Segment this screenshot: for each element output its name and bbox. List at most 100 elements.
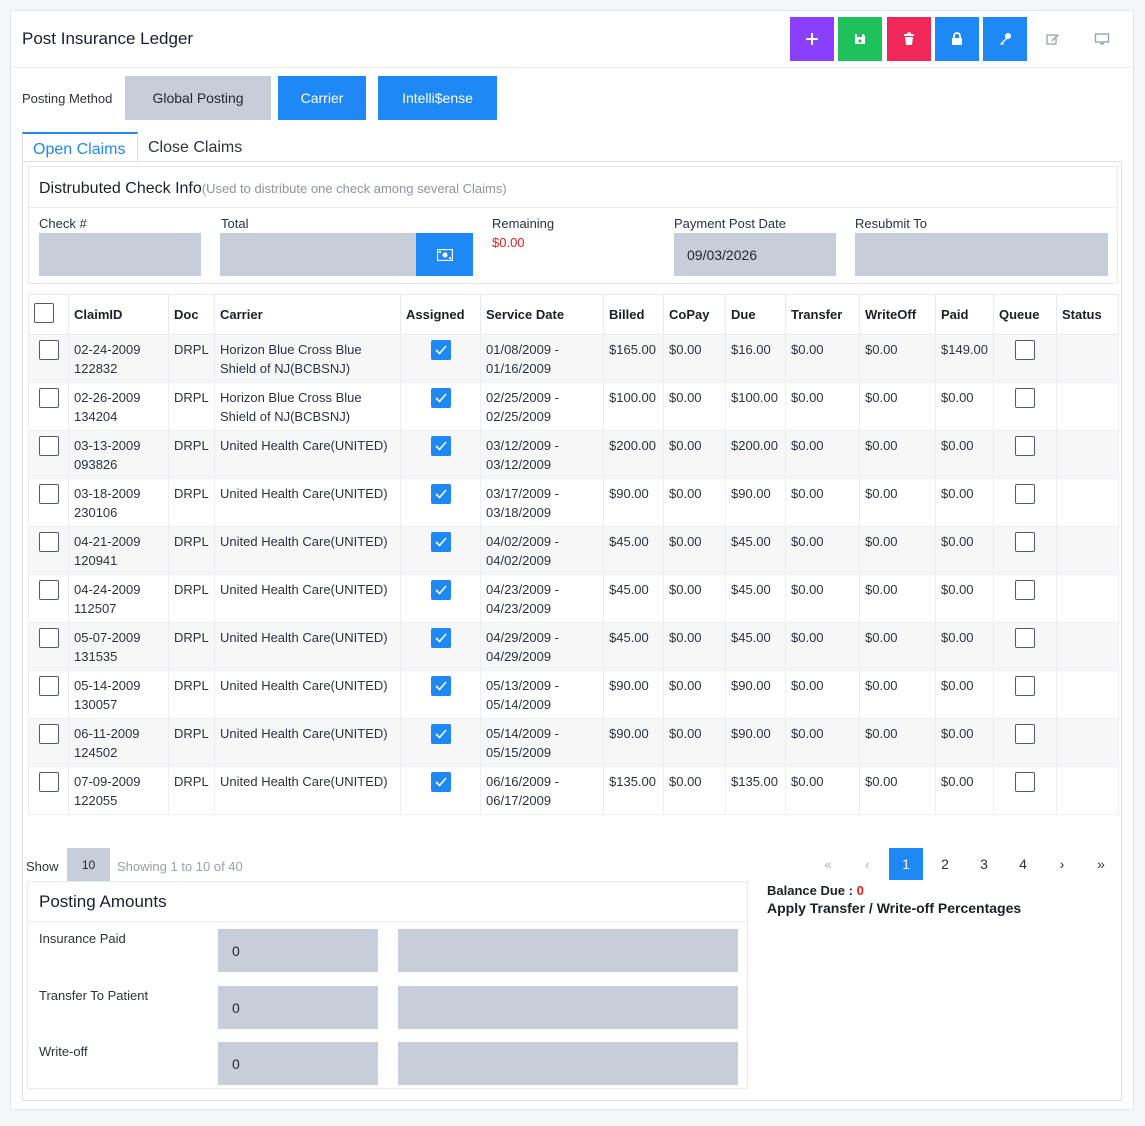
table-row[interactable]: 07-09-2009 122055 DRPL United Health Care(U… (28, 766, 1119, 815)
lock-button[interactable] (935, 17, 979, 61)
first-page-button[interactable]: « (824, 856, 832, 872)
row-select-checkbox[interactable] (38, 340, 59, 360)
assigned-checkbox[interactable] (430, 772, 451, 792)
claim-date[interactable]: 05-14-2009 (74, 678, 141, 693)
row-select-checkbox[interactable] (38, 724, 59, 744)
check-number-input[interactable] (39, 233, 201, 276)
col-claimid[interactable]: ClaimID (68, 294, 169, 335)
add-button[interactable] (790, 17, 834, 61)
insurance-paid-input[interactable]: 0 (218, 929, 378, 972)
table-row[interactable]: 05-14-2009 130057 DRPL United Health Care(U… (28, 670, 1119, 719)
table-row[interactable]: 03-13-2009 093826 DRPL United Health Care(U… (28, 430, 1119, 479)
global-posting-button[interactable]: Global Posting (125, 76, 271, 120)
col-status[interactable]: Status (1056, 294, 1119, 335)
claim-date[interactable]: 03-13-2009 (74, 438, 141, 453)
save-button[interactable] (838, 17, 882, 61)
table-row[interactable]: 04-21-2009 120941 DRPL United Health Care(U… (28, 526, 1119, 575)
queue-checkbox[interactable] (1015, 340, 1035, 360)
row-select-checkbox[interactable] (38, 772, 59, 792)
page-4-button[interactable]: 4 (1019, 856, 1027, 872)
assigned-checkbox[interactable] (430, 724, 451, 744)
queue-checkbox[interactable] (1015, 580, 1035, 600)
row-select-checkbox[interactable] (38, 676, 59, 696)
row-select-checkbox[interactable] (38, 532, 59, 552)
billed-cell: $100.00 (603, 382, 664, 431)
page-3-button[interactable]: 3 (980, 856, 988, 872)
monitor-button[interactable] (1080, 17, 1124, 61)
assigned-checkbox[interactable] (430, 484, 451, 504)
page-1-button[interactable]: 1 (889, 848, 923, 880)
col-assigned[interactable]: Assigned (400, 294, 481, 335)
table-row[interactable]: 06-11-2009 124502 DRPL United Health Care(U… (28, 718, 1119, 767)
table-row[interactable]: 02-26-2009 134204 DRPL Horizon Blue Cross B… (28, 382, 1119, 431)
claim-date[interactable]: 04-21-2009 (74, 534, 141, 549)
claim-date[interactable]: 02-26-2009 (74, 390, 141, 405)
queue-checkbox[interactable] (1015, 772, 1035, 792)
claim-date[interactable]: 04-24-2009 (74, 582, 141, 597)
write-off-note-input[interactable] (398, 1042, 738, 1085)
claim-date[interactable]: 06-11-2009 (74, 726, 140, 741)
queue-checkbox[interactable] (1015, 628, 1035, 648)
col-queue[interactable]: Queue (993, 294, 1057, 335)
col-doc[interactable]: Doc (168, 294, 215, 335)
claim-date[interactable]: 07-09-2009 (74, 774, 141, 789)
assigned-checkbox[interactable] (430, 532, 451, 552)
next-page-button[interactable]: › (1059, 856, 1065, 872)
assigned-checkbox[interactable] (430, 388, 451, 408)
resubmit-to-input[interactable] (855, 233, 1108, 276)
col-carrier[interactable]: Carrier (214, 294, 401, 335)
col-copay[interactable]: CoPay (663, 294, 726, 335)
table-row[interactable]: 05-07-2009 131535 DRPL United Health Care(U… (28, 622, 1119, 671)
col-paid[interactable]: Paid (935, 294, 994, 335)
col-transfer[interactable]: Transfer (785, 294, 860, 335)
queue-checkbox[interactable] (1015, 532, 1035, 552)
row-select-checkbox[interactable] (38, 580, 59, 600)
assigned-checkbox[interactable] (430, 676, 451, 696)
page-2-button[interactable]: 2 (941, 856, 949, 872)
assigned-checkbox[interactable] (430, 340, 451, 360)
queue-checkbox[interactable] (1015, 724, 1035, 744)
claim-date[interactable]: 05-07-2009 (74, 630, 141, 645)
assigned-checkbox[interactable] (430, 436, 451, 456)
payment-post-date-input[interactable]: 09/03/2026 (674, 233, 836, 276)
last-page-button[interactable]: » (1097, 856, 1105, 872)
edit-button[interactable] (1031, 17, 1075, 61)
assigned-checkbox[interactable] (430, 628, 451, 648)
table-row[interactable]: 03-18-2009 230106 DRPL United Health Care(U… (28, 478, 1119, 527)
distribute-money-button[interactable] (416, 233, 473, 276)
prev-page-button[interactable]: ‹ (864, 856, 870, 872)
table-row[interactable]: 04-24-2009 112507 DRPL United Health Care(U… (28, 574, 1119, 623)
transfer-to-patient-input[interactable]: 0 (218, 986, 378, 1029)
claim-date[interactable]: 03-18-2009 (74, 486, 141, 501)
queue-checkbox[interactable] (1015, 388, 1035, 408)
queue-checkbox[interactable] (1015, 484, 1035, 504)
tab-open-claims[interactable]: Open Claims (22, 132, 138, 162)
row-select-checkbox[interactable] (38, 436, 59, 456)
insurance-paid-note-input[interactable] (398, 929, 738, 972)
paid-cell: $0.00 (935, 430, 994, 479)
carrier-button[interactable]: Carrier (278, 76, 366, 120)
row-select-checkbox[interactable] (38, 628, 59, 648)
intellisense-button[interactable]: Intelli$ense (378, 76, 497, 120)
delete-button[interactable] (887, 17, 931, 61)
table-row[interactable]: 02-24-2009 122832 DRPL Horizon Blue Cross B… (28, 334, 1119, 383)
assigned-checkbox[interactable] (430, 580, 451, 600)
select-all-checkbox[interactable] (34, 303, 54, 323)
write-off-input[interactable]: 0 (218, 1042, 378, 1085)
page-size-select[interactable]: 10 (67, 848, 110, 882)
apply-percentages-link[interactable]: Apply Transfer / Write-off Percentages (767, 900, 1022, 916)
row-select-checkbox[interactable] (38, 484, 59, 504)
key-button[interactable] (983, 17, 1027, 61)
col-billed[interactable]: Billed (603, 294, 664, 335)
queue-checkbox[interactable] (1015, 676, 1035, 696)
claim-date[interactable]: 02-24-2009 (74, 342, 141, 357)
tab-close-claims[interactable]: Close Claims (148, 139, 243, 156)
col-due[interactable]: Due (725, 294, 786, 335)
col-writeoff[interactable]: WriteOff (859, 294, 936, 335)
row-select-checkbox[interactable] (38, 388, 59, 408)
dist-title: Distrubuted Check Info(Used to distribut… (39, 180, 507, 198)
transfer-note-input[interactable] (398, 986, 738, 1029)
queue-checkbox[interactable] (1015, 436, 1035, 456)
total-input[interactable] (220, 233, 416, 276)
col-service-date[interactable]: Service Date (480, 294, 604, 335)
